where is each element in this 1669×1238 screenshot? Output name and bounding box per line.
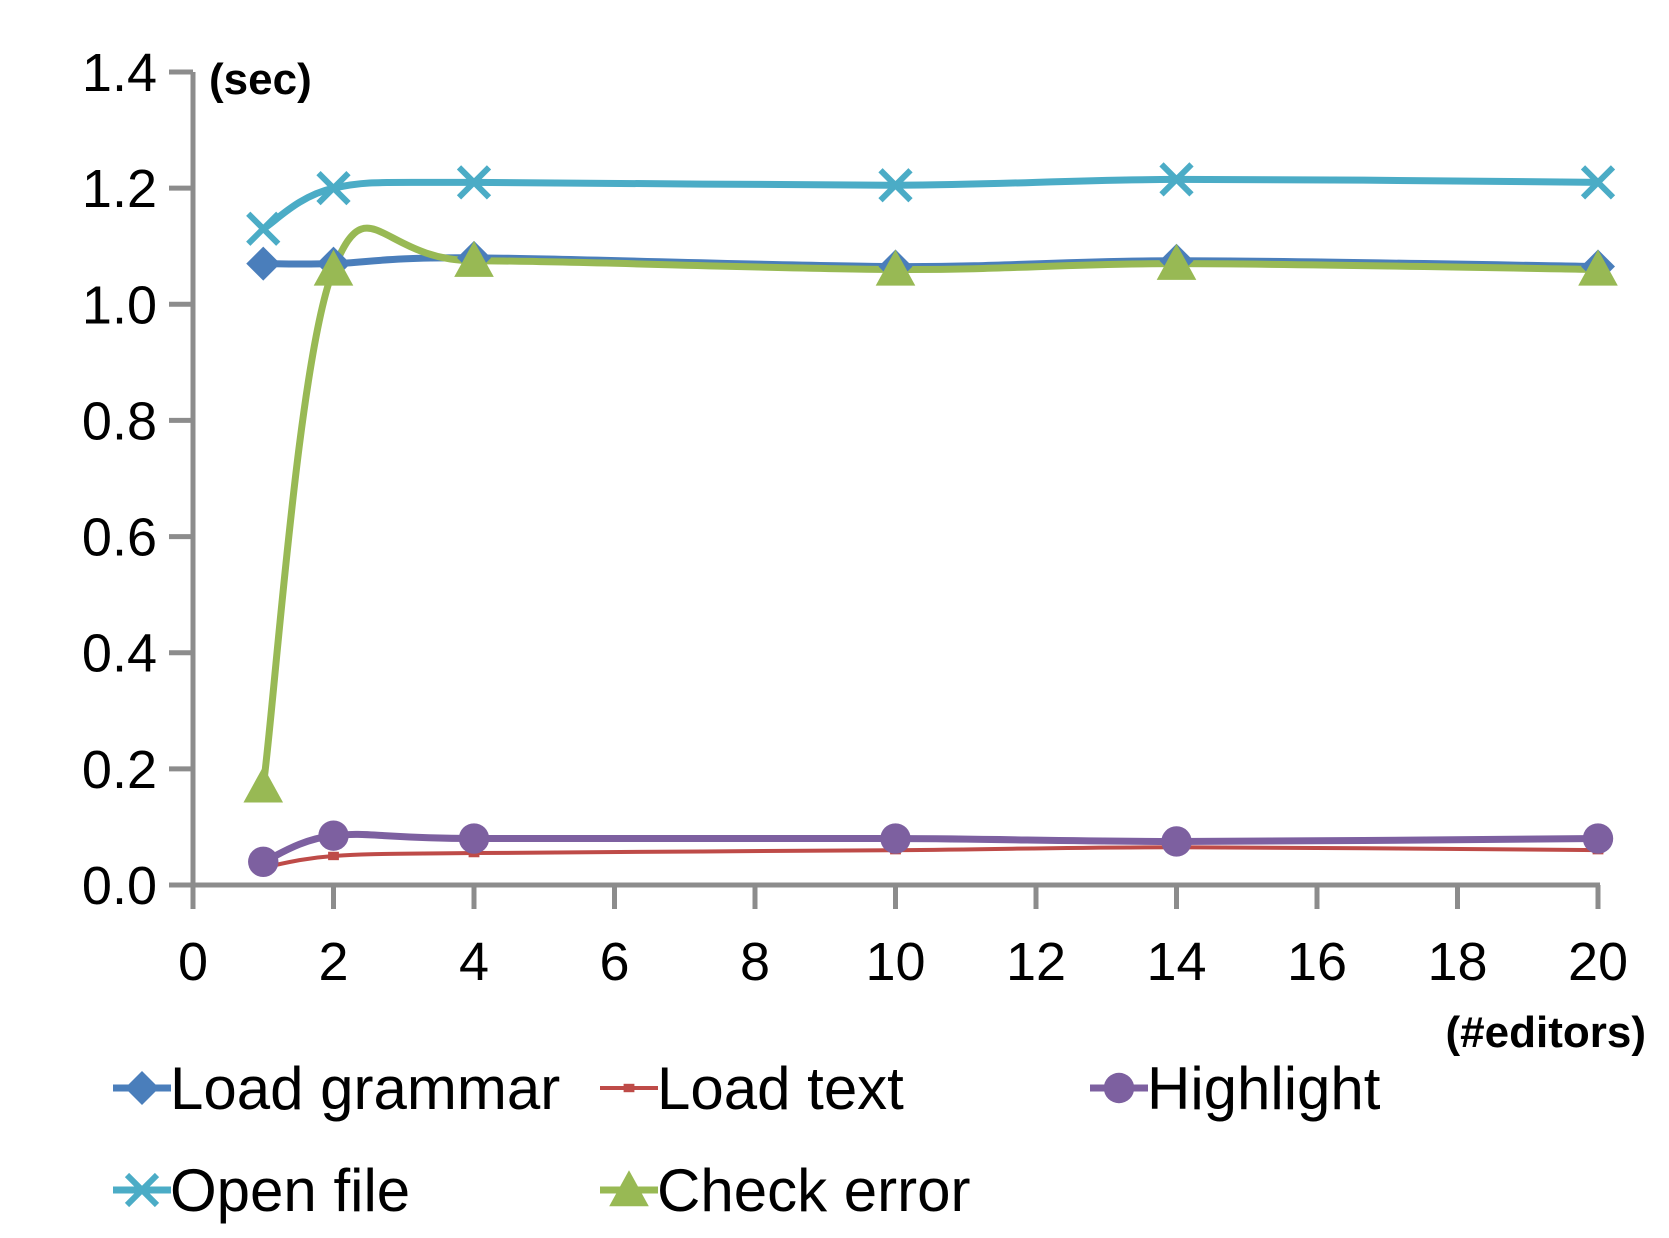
legend-label: Load text <box>657 1055 904 1122</box>
data-point-highlight <box>318 820 349 851</box>
data-point-check-error <box>243 766 284 803</box>
legend-swatch-x-marker <box>124 1172 160 1208</box>
data-point-open-file <box>1159 162 1194 197</box>
y-axis-unit-label: (sec) <box>209 55 312 104</box>
legend-item-open-file: Open file <box>113 1157 410 1224</box>
data-point-check-error <box>1578 249 1618 286</box>
series-line-highlight <box>261 830 1599 866</box>
legend-item-check-error: Check error <box>600 1157 970 1224</box>
x-tick-label: 6 <box>599 932 629 992</box>
x-tick-label: 10 <box>865 932 925 992</box>
y-tick-label: 0.6 <box>82 508 157 568</box>
legend-item-load-text: Load text <box>600 1055 904 1122</box>
x-tick-label: 20 <box>1568 932 1628 992</box>
data-point-load-text <box>328 851 339 861</box>
x-tick-label: 12 <box>1006 932 1066 992</box>
legend-item-load-grammar: Load grammar <box>113 1055 560 1122</box>
data-point-check-error <box>454 240 494 277</box>
series-markers <box>243 162 1618 877</box>
legend-swatch-diamond-marker <box>125 1071 159 1105</box>
x-tick-label: 2 <box>318 932 348 992</box>
legend-label: Check error <box>657 1157 970 1224</box>
x-tick-label: 18 <box>1427 932 1487 992</box>
x-tick-label: 8 <box>740 932 770 992</box>
series-line-check-error <box>259 224 1599 787</box>
legend-label: Open file <box>170 1157 410 1224</box>
data-point-open-file <box>878 168 913 203</box>
data-point-open-file <box>246 211 281 246</box>
y-tick-label: 0.4 <box>82 624 157 684</box>
data-point-open-file <box>1580 165 1616 200</box>
legend-item-highlight: Highlight <box>1090 1055 1381 1122</box>
x-tick-label: 14 <box>1146 932 1206 992</box>
data-point-open-file <box>456 165 492 200</box>
data-point-highlight <box>1582 823 1614 854</box>
y-tick-label: 0.2 <box>82 740 157 800</box>
data-point-highlight <box>248 846 279 877</box>
series-line-open-file <box>261 175 1599 232</box>
data-point-highlight <box>880 823 911 854</box>
legend-swatch-square-marker <box>623 1083 635 1093</box>
series-line-load-text <box>262 845 1599 870</box>
data-point-check-error <box>875 249 916 286</box>
data-point-check-error <box>313 249 354 286</box>
data-point-highlight <box>458 823 490 854</box>
legend-label: Load grammar <box>170 1055 560 1122</box>
legend-label: Highlight <box>1147 1055 1381 1122</box>
x-tick-label: 0 <box>178 932 208 992</box>
data-point-load-grammar <box>246 246 281 281</box>
y-tick-label: 0.8 <box>82 391 157 451</box>
series-lines <box>259 175 1599 870</box>
data-point-highlight <box>1161 826 1192 857</box>
y-tick-label: 1.4 <box>82 43 157 103</box>
data-point-open-file <box>316 171 351 206</box>
legend: Load grammar Load text Highlight Open file C… <box>113 1055 1381 1224</box>
x-axis-unit-label: (#editors) <box>1446 1008 1646 1057</box>
data-point-check-error <box>1156 243 1197 280</box>
x-tick-label: 16 <box>1287 932 1347 992</box>
legend-swatch-circle-marker <box>1103 1072 1135 1104</box>
x-tick-label: 4 <box>459 932 489 992</box>
legend-swatch-triangle-marker <box>609 1170 649 1207</box>
y-tick-label: 1.2 <box>82 159 157 219</box>
y-tick-label: 1.0 <box>82 275 157 335</box>
y-tick-label: 0.0 <box>82 856 157 916</box>
axes: 0.0 0.2 0.4 0.6 0.8 1.0 1.2 1.4 0 2 4 6 8 10 12 14 16 18 2… <box>82 43 1628 992</box>
